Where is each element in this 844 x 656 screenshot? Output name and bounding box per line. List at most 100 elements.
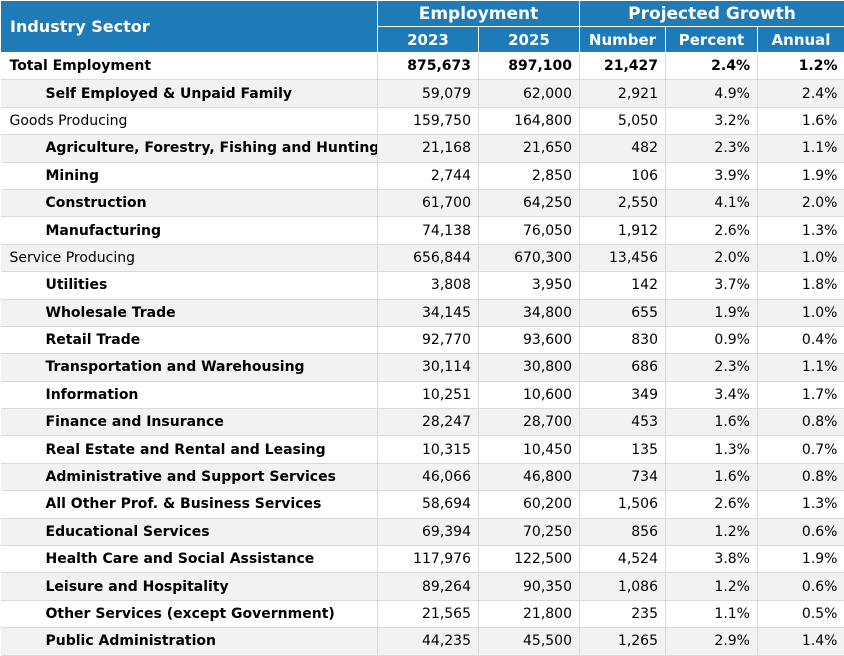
cell: 93,600 — [479, 326, 580, 353]
sector-name: Wholesale Trade — [1, 299, 378, 326]
cell: 686 — [580, 354, 666, 381]
cell: 655 — [580, 299, 666, 326]
cell: 1,912 — [580, 217, 666, 244]
cell: 10,315 — [378, 436, 479, 463]
employment-header: Employment — [378, 1, 580, 27]
cell: 10,450 — [479, 436, 580, 463]
cell: 0.8% — [758, 409, 844, 436]
cell: 897,100 — [479, 53, 580, 80]
cell: 3.7% — [666, 272, 758, 299]
cell: 3,808 — [378, 272, 479, 299]
cell: 30,114 — [378, 354, 479, 381]
cell: 28,247 — [378, 409, 479, 436]
cell: 1.2% — [666, 518, 758, 545]
cell: 10,251 — [378, 381, 479, 408]
cell: 1.3% — [666, 436, 758, 463]
cell: 62,000 — [479, 80, 580, 107]
cell: 1.8% — [758, 272, 844, 299]
cell: 349 — [580, 381, 666, 408]
sector-name: Other Services (except Government) — [1, 600, 378, 627]
cell: 44,235 — [378, 628, 479, 655]
cell: 1.3% — [758, 217, 844, 244]
cell: 13,456 — [580, 244, 666, 271]
cell: 135 — [580, 436, 666, 463]
cell: 21,650 — [479, 135, 580, 162]
cell: 2.6% — [666, 491, 758, 518]
cell: 1.7% — [758, 381, 844, 408]
cell: 2.4% — [758, 80, 844, 107]
sector-name: Retail Trade — [1, 326, 378, 353]
cell: 856 — [580, 518, 666, 545]
cell: 1.3% — [758, 491, 844, 518]
cell: 0.6% — [758, 518, 844, 545]
cell: 2.6% — [666, 217, 758, 244]
table-row: Agriculture, Forestry, Fishing and Hunti… — [1, 135, 844, 162]
cell: 58,694 — [378, 491, 479, 518]
cell: 61,700 — [378, 189, 479, 216]
cell: 2.9% — [666, 628, 758, 655]
cell: 76,050 — [479, 217, 580, 244]
cell: 21,800 — [479, 600, 580, 627]
sector-name: Manufacturing — [1, 217, 378, 244]
sector-name: Self Employed & Unpaid Family — [1, 80, 378, 107]
cell: 30,800 — [479, 354, 580, 381]
sector-name: Construction — [1, 189, 378, 216]
cell: 0.4% — [758, 326, 844, 353]
cell: 734 — [580, 463, 666, 490]
cell: 1.0% — [758, 244, 844, 271]
sector-name: Service Producing — [1, 244, 378, 271]
table-row: Other Services (except Government)21,565… — [1, 600, 844, 627]
cell: 89,264 — [378, 573, 479, 600]
sector-name: Real Estate and Rental and Leasing — [1, 436, 378, 463]
cell: 4.9% — [666, 80, 758, 107]
cell: 10,600 — [479, 381, 580, 408]
sector-name: Finance and Insurance — [1, 409, 378, 436]
cell: 3.2% — [666, 107, 758, 134]
cell: 670,300 — [479, 244, 580, 271]
cell: 34,800 — [479, 299, 580, 326]
cell: 21,168 — [378, 135, 479, 162]
cell: 46,066 — [378, 463, 479, 490]
cell: 4.1% — [666, 189, 758, 216]
cell: 1,086 — [580, 573, 666, 600]
sector-name: Agriculture, Forestry, Fishing and Hunti… — [1, 135, 378, 162]
sector-name: Leisure and Hospitality — [1, 573, 378, 600]
cell: 0.6% — [758, 573, 844, 600]
cell: 3.8% — [666, 546, 758, 573]
cell: 2,850 — [479, 162, 580, 189]
cell: 117,976 — [378, 546, 479, 573]
cell: 875,673 — [378, 53, 479, 80]
cell: 70,250 — [479, 518, 580, 545]
sector-name: Health Care and Social Assistance — [1, 546, 378, 573]
sector-name: Public Administration — [1, 628, 378, 655]
cell: 1.2% — [666, 573, 758, 600]
cell: 0.9% — [666, 326, 758, 353]
cell: 59,079 — [378, 80, 479, 107]
cell: 34,145 — [378, 299, 479, 326]
cell: 45,500 — [479, 628, 580, 655]
cell: 830 — [580, 326, 666, 353]
cell: 1.1% — [758, 354, 844, 381]
cell: 164,800 — [479, 107, 580, 134]
cell: 122,500 — [479, 546, 580, 573]
sector-name: Goods Producing — [1, 107, 378, 134]
cell: 1,265 — [580, 628, 666, 655]
cell: 235 — [580, 600, 666, 627]
cell: 3.4% — [666, 381, 758, 408]
cell: 90,350 — [479, 573, 580, 600]
cell: 2.4% — [666, 53, 758, 80]
